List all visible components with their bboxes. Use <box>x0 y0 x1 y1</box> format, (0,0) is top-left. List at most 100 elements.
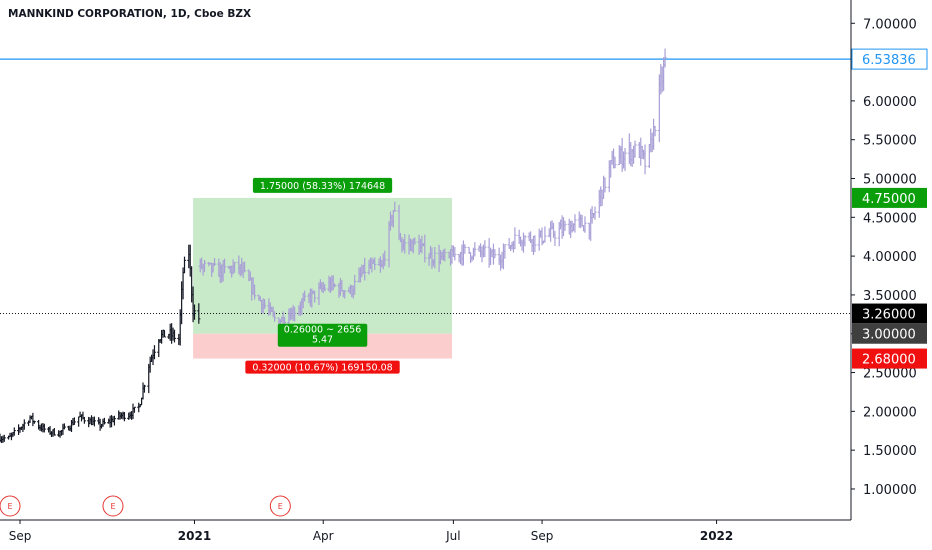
ohlc-bar <box>443 248 447 262</box>
ohlc-bar <box>192 304 197 320</box>
time-scale-background <box>0 520 851 550</box>
alert-price-badge-text: 6.53836 <box>862 53 916 68</box>
ohlc-bar <box>212 257 217 266</box>
ohlc-bar <box>112 415 117 426</box>
ohlc-bar <box>463 244 467 254</box>
ohlc-bar <box>182 256 187 274</box>
ohlc-bar <box>563 220 567 231</box>
center-label-background <box>277 323 368 347</box>
price-tick-label: 2.50000 <box>863 367 917 382</box>
price-tick-label: 1.00000 <box>863 483 917 498</box>
ohlc-bar <box>613 156 617 169</box>
ohlc-bar <box>2 434 6 442</box>
earnings-marker-circle <box>102 495 124 517</box>
entry-price-badge: 3.00000 <box>852 323 927 344</box>
time-tick-label: Sep <box>9 529 32 543</box>
ohlc-bar <box>172 329 177 343</box>
earnings-marker-label: E <box>7 502 12 511</box>
ohlc-bar <box>242 261 247 273</box>
current-price-badge-background <box>852 303 927 324</box>
ohlc-bar <box>152 345 157 360</box>
ohlc-bar <box>202 260 207 272</box>
price-tick-label: 2.00000 <box>863 405 917 420</box>
ohlc-bar <box>232 262 237 273</box>
earnings-marker-label: E <box>278 502 283 511</box>
ohlc-bar <box>22 419 26 430</box>
price-tick-label: 3.50000 <box>863 289 917 304</box>
ohlc-bar <box>333 283 337 288</box>
target-label: 1.75000 (58.33%) 174648 <box>252 177 393 193</box>
stop-price-badge: 2.68000 <box>852 348 927 369</box>
earnings-marker-circle <box>269 495 291 517</box>
price-scale[interactable]: 1.00000 1.50000 2.00000 2.50000 3.00000 3.500… <box>850 0 932 550</box>
target-price-badge-text: 4.75000 <box>862 192 916 207</box>
current-price-badge-text: 3.26000 <box>862 308 916 323</box>
alert-price-badge-background <box>851 48 928 70</box>
center-label: 0.26000 ~ 2656 5.47 <box>277 323 368 347</box>
ohlc-bar <box>62 423 66 430</box>
earnings-marker-label: E <box>110 502 115 511</box>
ohlc-bar <box>82 416 86 424</box>
ohlc-bar <box>413 237 417 245</box>
chart-title: MANNKIND CORPORATION, 1D, Cboe BZX <box>8 8 251 20</box>
current-price-badge: 3.26000 <box>852 303 927 324</box>
ohlc-bar <box>633 140 637 158</box>
ohlc-bar <box>273 311 277 322</box>
ohlc-bar <box>32 420 36 424</box>
time-scale[interactable]: Sep 2021 Apr Jul Sep 2022 <box>0 519 851 550</box>
time-tick-label: 2021 <box>178 529 211 543</box>
center-label-line1: 0.26000 ~ 2656 <box>284 325 361 336</box>
earnings-marker[interactable]: E <box>269 495 291 517</box>
ohlc-bar <box>593 206 597 220</box>
target-label-background <box>252 177 393 193</box>
ohlc-bar <box>293 306 297 322</box>
price-tick-label: 1.50000 <box>863 444 917 459</box>
ohlc-bar <box>222 258 227 274</box>
ohlc-bar <box>323 283 327 292</box>
ohlc-bar <box>343 290 347 299</box>
ohlc-bar <box>102 417 107 425</box>
ohlc-bar <box>503 244 507 259</box>
ohlc-bar <box>473 242 477 257</box>
ohlc-bar <box>132 406 137 413</box>
price-tick-label: 6.00000 <box>863 95 917 110</box>
stop-label: 0.32000 (10.67%) 169150.08 <box>245 360 400 374</box>
price-scale-background <box>851 0 932 550</box>
ohlc-bar <box>653 125 657 137</box>
ohlc-bar <box>42 423 46 433</box>
ohlc-bar <box>142 384 147 393</box>
ohlc-bar <box>513 227 517 250</box>
time-tick-label: Jul <box>445 529 460 543</box>
time-tick-label: Apr <box>313 529 334 543</box>
stop-price-badge-text: 2.68000 <box>862 353 916 368</box>
earnings-marker[interactable]: E <box>102 495 124 517</box>
ohlc-bar <box>92 416 96 427</box>
stop-label-background <box>245 360 400 374</box>
ohlc-bar <box>197 303 201 324</box>
ohlc-bar <box>523 235 527 247</box>
ohlc-bar <box>303 290 307 302</box>
ohlc-bar <box>373 257 377 271</box>
ohlc-bar <box>483 240 487 258</box>
earnings-marker[interactable]: E <box>0 495 21 517</box>
price-tick-label: 4.00000 <box>863 250 917 265</box>
ohlc-bar <box>363 257 367 281</box>
target-label-text: 1.75000 (58.33%) 174648 <box>260 181 385 192</box>
entry-price-badge-background <box>852 323 927 344</box>
ohlc-bar <box>52 427 56 436</box>
alert-price-badge: 6.53836 <box>851 48 928 70</box>
price-badges: 6.53836 4.75000 3.26000 3.00000 2.68000 <box>851 48 928 369</box>
ohlc-bar <box>313 290 317 303</box>
time-tick-label: 2022 <box>700 529 733 543</box>
price-tick-label: 5.00000 <box>863 173 917 188</box>
target-price-badge-background <box>852 187 927 208</box>
target-zone[interactable] <box>193 197 452 334</box>
position-labels: 1.75000 (58.33%) 174648 0.26000 ~ 2656 5… <box>245 177 400 374</box>
ohlc-bar <box>353 274 357 295</box>
ohlc-bar <box>72 417 76 425</box>
ohlc-bar <box>553 230 557 247</box>
stop-price-badge-background <box>852 348 927 369</box>
